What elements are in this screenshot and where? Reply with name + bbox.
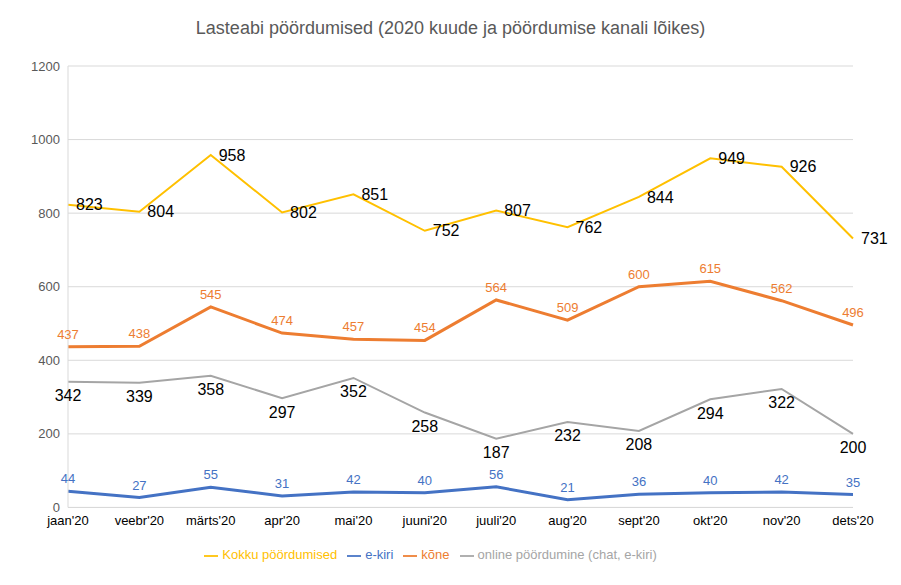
svg-text:okt'20: okt'20 xyxy=(693,513,727,528)
svg-text:457: 457 xyxy=(343,319,365,334)
svg-text:851: 851 xyxy=(361,186,388,203)
svg-text:21: 21 xyxy=(560,480,574,495)
html-text:Lasteabi pöördumised (2020 kuu: Lasteabi pöördumised (2020 kuude ja pöör… xyxy=(195,18,706,38)
svg-text:358: 358 xyxy=(197,381,224,398)
svg-text:600: 600 xyxy=(38,279,60,294)
svg-text:342: 342 xyxy=(55,387,82,404)
svg-text:731: 731 xyxy=(861,230,888,247)
svg-text:258: 258 xyxy=(411,418,438,435)
svg-text:187: 187 xyxy=(483,444,510,461)
svg-text:märts'20: märts'20 xyxy=(186,513,235,528)
svg-text:926: 926 xyxy=(790,158,817,175)
svg-text:804: 804 xyxy=(147,203,174,220)
svg-text:844: 844 xyxy=(647,189,674,206)
svg-text:0: 0 xyxy=(53,500,60,515)
svg-text:400: 400 xyxy=(38,353,60,368)
svg-text:35: 35 xyxy=(846,475,860,490)
svg-text:juuli'20: juuli'20 xyxy=(475,513,516,528)
svg-text:36: 36 xyxy=(632,474,646,489)
svg-text:958: 958 xyxy=(219,147,246,164)
svg-text:200: 200 xyxy=(38,426,60,441)
svg-text:40: 40 xyxy=(418,473,432,488)
svg-text:55: 55 xyxy=(203,467,217,482)
svg-text:mai'20: mai'20 xyxy=(335,513,373,528)
svg-text:474: 474 xyxy=(271,313,293,328)
svg-text:40: 40 xyxy=(703,473,717,488)
svg-text:322: 322 xyxy=(768,394,795,411)
svg-text:564: 564 xyxy=(485,280,507,295)
svg-text:44: 44 xyxy=(61,471,75,486)
svg-text:297: 297 xyxy=(269,404,296,421)
svg-text:aug'20: aug'20 xyxy=(548,513,587,528)
svg-text:jaan'20: jaan'20 xyxy=(47,512,89,528)
svg-text:dets'20: dets'20 xyxy=(832,513,874,528)
svg-text:800: 800 xyxy=(38,206,60,221)
html-text:online pöördumine (chat, e-kir: online pöördumine (chat, e-kiri) xyxy=(477,547,657,563)
svg-text:496: 496 xyxy=(842,305,864,320)
html-text:Kokku pöördumised: Kokku pöördumised xyxy=(222,547,338,563)
html-text:e-kiri: e-kiri xyxy=(365,547,394,563)
svg-text:752: 752 xyxy=(433,222,460,239)
svg-text:31: 31 xyxy=(275,476,289,491)
svg-text:339: 339 xyxy=(126,388,153,405)
svg-text:949: 949 xyxy=(718,150,745,167)
svg-text:807: 807 xyxy=(504,202,531,219)
html-text:kõne: kõne xyxy=(421,547,450,563)
svg-text:42: 42 xyxy=(774,472,788,487)
svg-text:juuni'20: juuni'20 xyxy=(402,513,447,528)
svg-text:352: 352 xyxy=(340,383,367,400)
svg-text:sept'20: sept'20 xyxy=(618,513,660,528)
svg-text:nov'20: nov'20 xyxy=(763,513,801,528)
svg-text:823: 823 xyxy=(76,196,103,213)
svg-text:294: 294 xyxy=(697,405,724,422)
svg-text:615: 615 xyxy=(699,261,721,276)
svg-text:1000: 1000 xyxy=(31,132,60,147)
svg-text:802: 802 xyxy=(290,204,317,221)
svg-text:454: 454 xyxy=(414,320,436,335)
svg-text:200: 200 xyxy=(840,439,867,456)
svg-text:509: 509 xyxy=(557,300,579,315)
svg-text:56: 56 xyxy=(489,467,503,482)
svg-text:208: 208 xyxy=(626,436,653,453)
svg-text:438: 438 xyxy=(129,326,151,341)
svg-text:762: 762 xyxy=(576,219,603,236)
svg-text:27: 27 xyxy=(132,478,146,493)
svg-text:232: 232 xyxy=(554,427,581,444)
svg-text:42: 42 xyxy=(346,472,360,487)
svg-text:562: 562 xyxy=(771,281,793,296)
svg-text:600: 600 xyxy=(628,267,650,282)
svg-text:veebr'20: veebr'20 xyxy=(115,513,164,528)
svg-text:545: 545 xyxy=(200,287,222,302)
svg-text:apr'20: apr'20 xyxy=(264,513,300,528)
svg-text:437: 437 xyxy=(57,327,79,342)
svg-text:1200: 1200 xyxy=(31,59,60,74)
